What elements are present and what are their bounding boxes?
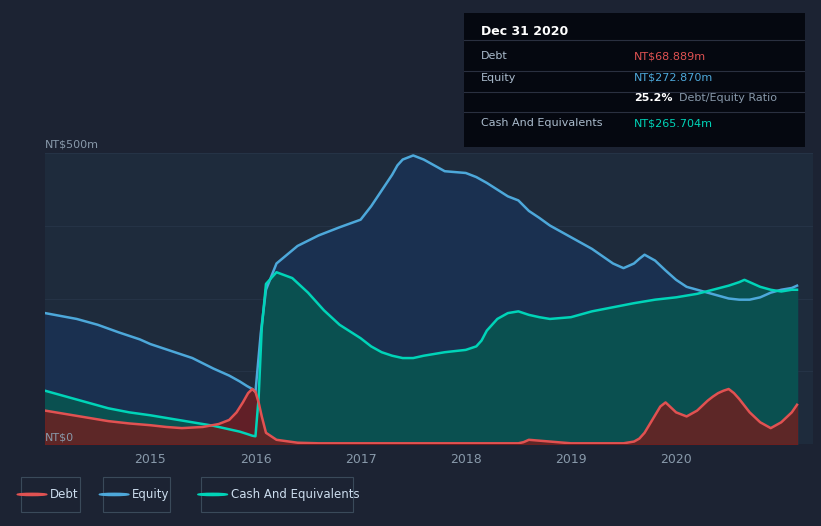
Text: NT$272.870m: NT$272.870m xyxy=(635,73,713,83)
Text: Debt: Debt xyxy=(481,51,507,61)
Circle shape xyxy=(17,493,47,495)
Text: Equity: Equity xyxy=(481,73,516,83)
Circle shape xyxy=(198,493,227,495)
Text: 25.2%: 25.2% xyxy=(635,93,672,103)
Circle shape xyxy=(99,493,129,495)
Text: Debt/Equity Ratio: Debt/Equity Ratio xyxy=(678,93,777,103)
Text: NT$68.889m: NT$68.889m xyxy=(635,51,706,61)
Text: Cash And Equivalents: Cash And Equivalents xyxy=(481,118,603,128)
Text: NT$265.704m: NT$265.704m xyxy=(635,118,713,128)
Text: Dec 31 2020: Dec 31 2020 xyxy=(481,25,568,38)
Text: Cash And Equivalents: Cash And Equivalents xyxy=(231,488,360,501)
Text: Equity: Equity xyxy=(132,488,170,501)
Text: NT$500m: NT$500m xyxy=(45,140,99,150)
Text: NT$0: NT$0 xyxy=(45,433,74,443)
Text: Debt: Debt xyxy=(50,488,79,501)
